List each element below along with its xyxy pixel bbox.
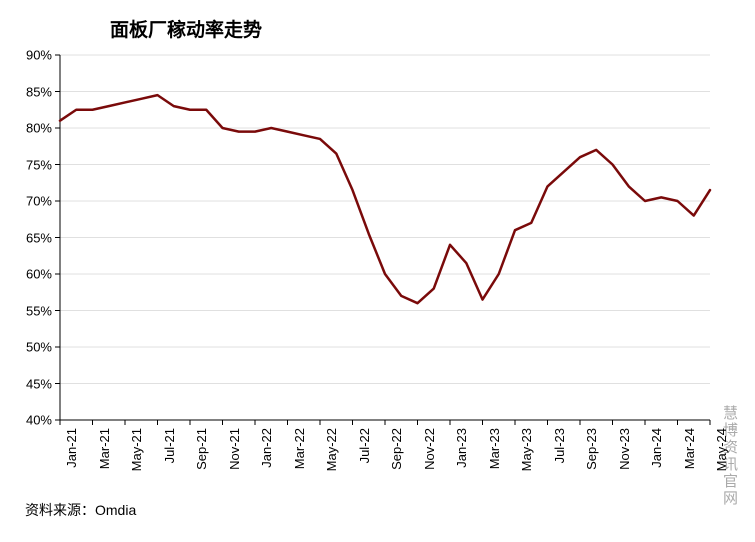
x-tick-label: May-23 (519, 428, 534, 471)
x-tick-label: Sep-22 (389, 428, 404, 470)
x-tick-label: Jan-24 (649, 428, 664, 468)
source-label: 资料来源：Omdia (25, 500, 136, 520)
x-tick-label: Jul-21 (162, 428, 177, 463)
y-tick-label: 80% (0, 121, 52, 136)
x-tick-label: Mar-24 (682, 428, 697, 469)
x-tick-label: Jul-23 (552, 428, 567, 463)
y-tick-label: 50% (0, 340, 52, 355)
y-tick-label: 65% (0, 230, 52, 245)
y-tick-label: 75% (0, 157, 52, 172)
y-tick-label: 45% (0, 376, 52, 391)
x-tick-label: May-24 (714, 428, 729, 471)
x-tick-label: Jan-21 (64, 428, 79, 468)
y-tick-label: 60% (0, 267, 52, 282)
x-tick-label: Mar-23 (487, 428, 502, 469)
x-tick-label: Jan-22 (259, 428, 274, 468)
x-tick-label: Sep-23 (584, 428, 599, 470)
x-tick-label: Mar-22 (292, 428, 307, 469)
x-tick-label: Nov-21 (227, 428, 242, 470)
chart-area (0, 0, 730, 495)
chart-svg (0, 0, 730, 490)
y-tick-label: 85% (0, 84, 52, 99)
x-tick-label: May-22 (324, 428, 339, 471)
x-tick-label: Mar-21 (97, 428, 112, 469)
x-tick-label: Sep-21 (194, 428, 209, 470)
x-tick-label: Jan-23 (454, 428, 469, 468)
x-tick-label: May-21 (129, 428, 144, 471)
y-tick-label: 40% (0, 413, 52, 428)
x-tick-label: Nov-22 (422, 428, 437, 470)
y-tick-label: 90% (0, 48, 52, 63)
x-tick-label: Jul-22 (357, 428, 372, 463)
x-tick-label: Nov-23 (617, 428, 632, 470)
y-tick-label: 70% (0, 194, 52, 209)
y-tick-label: 55% (0, 303, 52, 318)
